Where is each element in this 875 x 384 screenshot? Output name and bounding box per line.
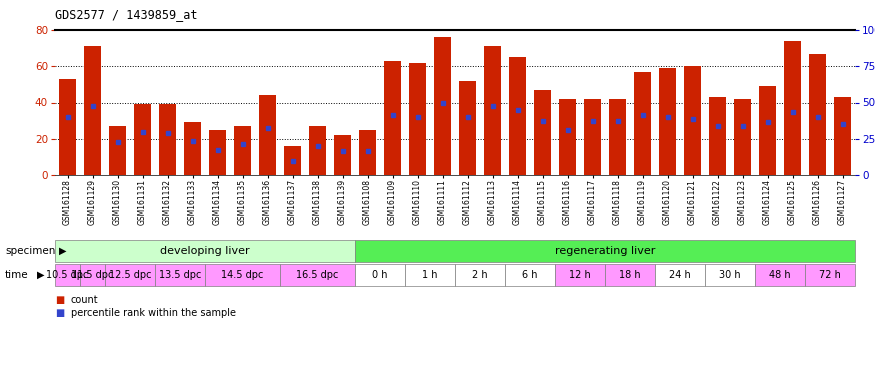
Bar xyxy=(405,264,455,286)
Bar xyxy=(634,72,651,175)
Bar xyxy=(705,264,755,286)
Bar xyxy=(280,264,355,286)
Bar xyxy=(605,264,655,286)
Text: 13.5 dpc: 13.5 dpc xyxy=(159,270,201,280)
Bar xyxy=(609,99,626,175)
Bar xyxy=(355,264,405,286)
Bar xyxy=(384,61,401,175)
Bar xyxy=(410,63,425,175)
Bar xyxy=(485,46,500,175)
Text: ▶: ▶ xyxy=(38,270,45,280)
Text: 10.5 dpc: 10.5 dpc xyxy=(46,270,88,280)
Bar xyxy=(135,104,150,175)
Bar xyxy=(84,46,101,175)
Bar xyxy=(455,264,505,286)
Bar xyxy=(55,240,355,262)
Bar xyxy=(284,146,301,175)
Bar xyxy=(209,130,226,175)
Text: percentile rank within the sample: percentile rank within the sample xyxy=(71,308,235,318)
Bar xyxy=(660,68,676,175)
Bar xyxy=(555,264,605,286)
Text: ■: ■ xyxy=(55,295,64,305)
Bar xyxy=(205,264,280,286)
Text: 16.5 dpc: 16.5 dpc xyxy=(297,270,339,280)
Bar xyxy=(60,79,75,175)
Text: 2 h: 2 h xyxy=(473,270,488,280)
Text: 24 h: 24 h xyxy=(669,270,691,280)
Bar xyxy=(310,126,326,175)
Text: GDS2577 / 1439859_at: GDS2577 / 1439859_at xyxy=(55,8,198,21)
Bar xyxy=(234,126,250,175)
Bar xyxy=(509,57,526,175)
Bar xyxy=(80,264,105,286)
Bar xyxy=(55,264,80,286)
Bar xyxy=(809,53,826,175)
Bar xyxy=(109,126,126,175)
Bar xyxy=(559,99,576,175)
Text: developing liver: developing liver xyxy=(160,246,250,256)
Bar xyxy=(355,240,855,262)
Text: 12 h: 12 h xyxy=(569,270,591,280)
Bar xyxy=(655,264,705,286)
Bar xyxy=(755,264,805,286)
Bar xyxy=(259,95,276,175)
Bar xyxy=(185,122,200,175)
Bar xyxy=(459,81,476,175)
Bar xyxy=(584,99,600,175)
Bar xyxy=(434,37,451,175)
Text: 72 h: 72 h xyxy=(819,270,841,280)
Bar xyxy=(684,66,701,175)
Text: count: count xyxy=(71,295,98,305)
Bar xyxy=(835,97,850,175)
Bar xyxy=(710,97,725,175)
Text: 0 h: 0 h xyxy=(372,270,388,280)
Text: time: time xyxy=(5,270,29,280)
Text: 18 h: 18 h xyxy=(620,270,640,280)
Text: 12.5 dpc: 12.5 dpc xyxy=(108,270,151,280)
Text: 11.5 dpc: 11.5 dpc xyxy=(72,270,114,280)
Bar xyxy=(334,135,351,175)
Text: 6 h: 6 h xyxy=(522,270,538,280)
Bar xyxy=(734,99,751,175)
Text: regenerating liver: regenerating liver xyxy=(555,246,655,256)
Bar xyxy=(760,86,775,175)
Text: 30 h: 30 h xyxy=(719,270,741,280)
Bar xyxy=(105,264,155,286)
Text: 48 h: 48 h xyxy=(769,270,791,280)
Bar xyxy=(360,130,375,175)
Bar xyxy=(805,264,855,286)
Text: 1 h: 1 h xyxy=(423,270,438,280)
Bar xyxy=(159,104,176,175)
Text: specimen: specimen xyxy=(5,246,55,256)
Bar xyxy=(155,264,205,286)
Text: ▶: ▶ xyxy=(60,246,66,256)
Text: ■: ■ xyxy=(55,308,64,318)
Bar xyxy=(784,41,801,175)
Text: 14.5 dpc: 14.5 dpc xyxy=(221,270,263,280)
Bar xyxy=(535,90,550,175)
Bar xyxy=(505,264,555,286)
